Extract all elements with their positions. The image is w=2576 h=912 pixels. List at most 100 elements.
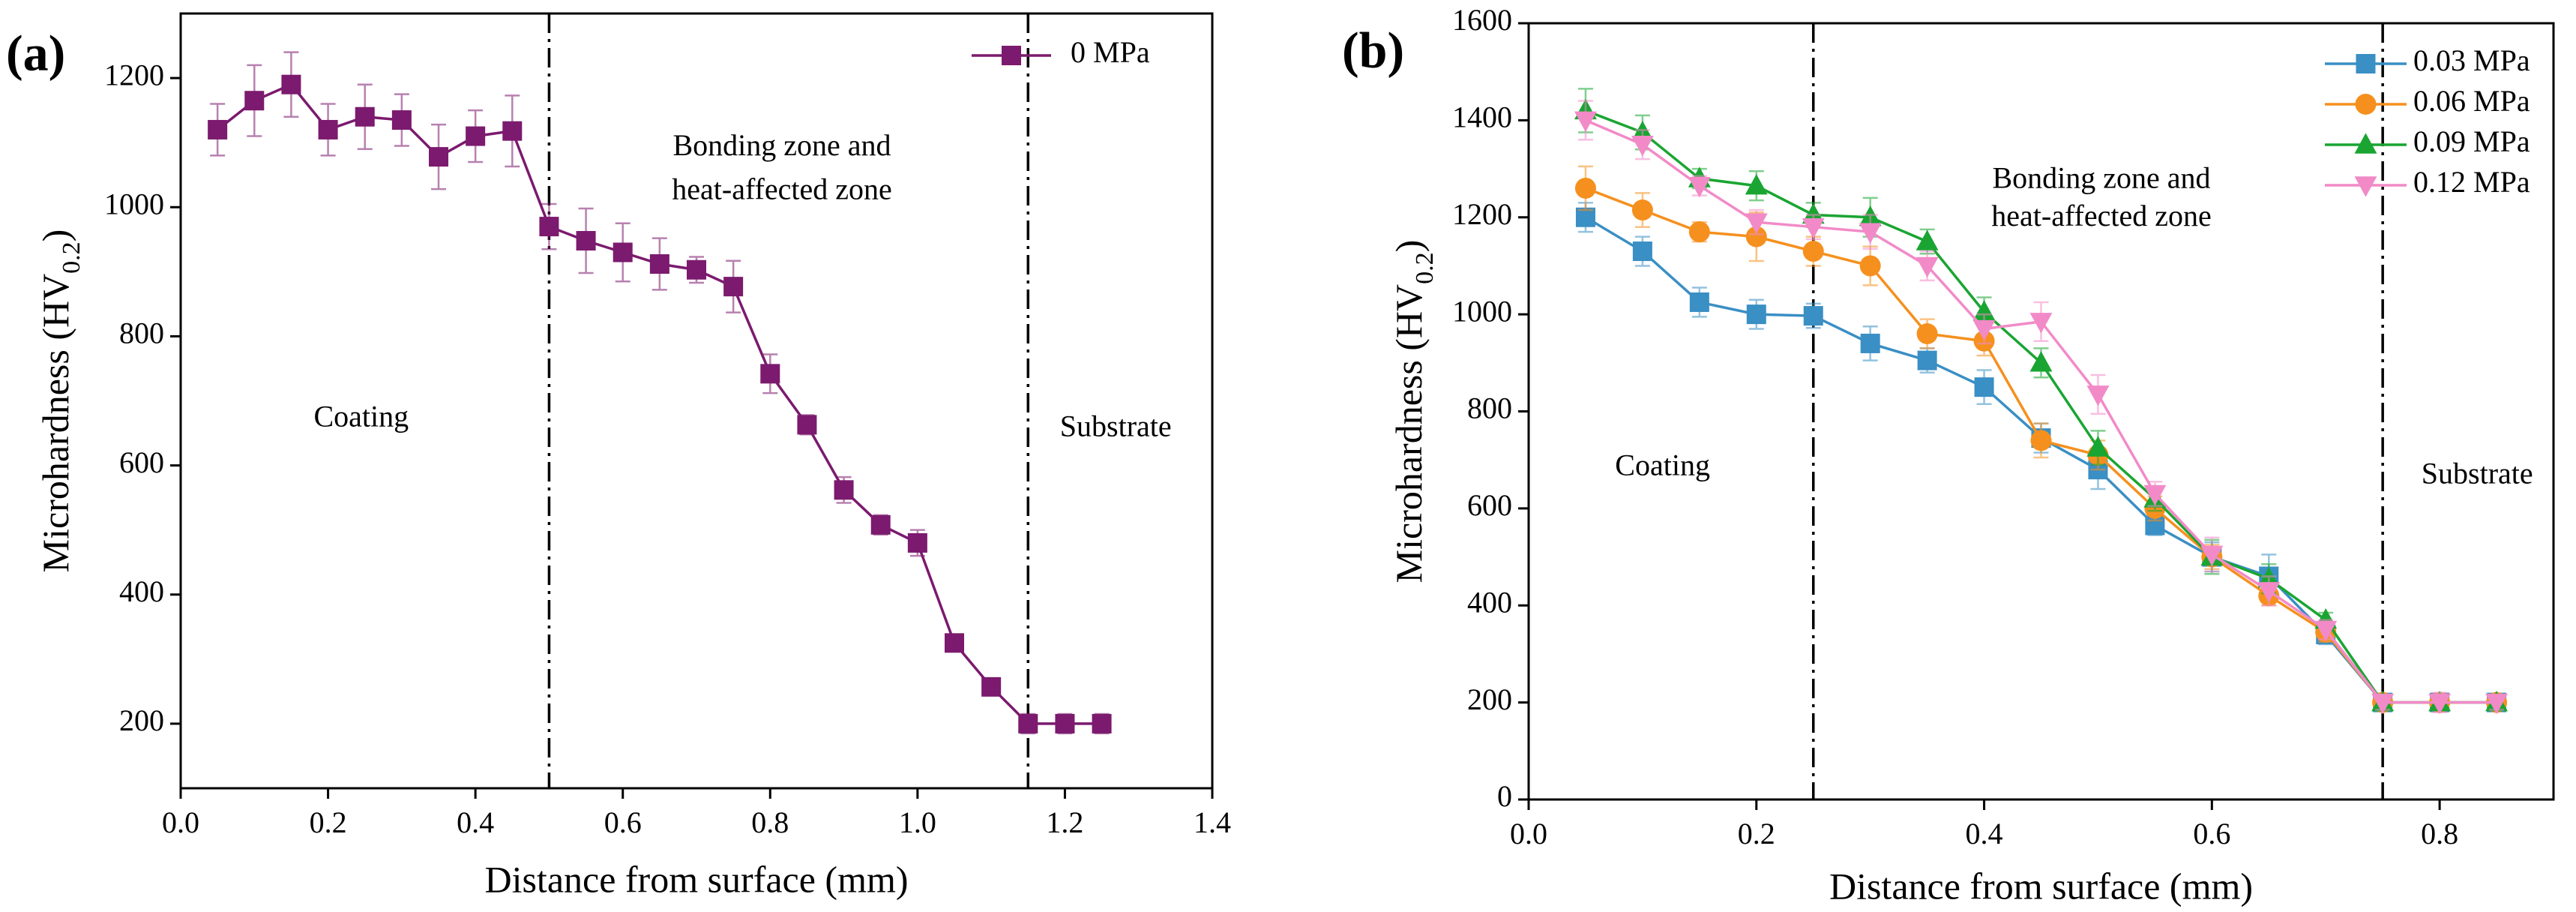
marker: [2030, 430, 2052, 452]
marker: [1055, 713, 1075, 734]
y-tick-label: 400: [1467, 585, 1512, 619]
marker: [429, 147, 448, 167]
marker: [797, 415, 817, 435]
marker: [1689, 292, 1709, 312]
marker: [1859, 223, 1882, 244]
legend-marker: [2354, 176, 2377, 197]
marker: [2086, 436, 2110, 457]
marker: [2086, 386, 2110, 406]
annotation: heat-affected zone: [672, 172, 892, 206]
marker: [1916, 256, 1939, 278]
y-tick-label: 200: [1467, 682, 1512, 716]
y-tick-label: 1000: [104, 187, 164, 220]
marker: [1974, 377, 1994, 398]
legend-label: 0 MPa: [1071, 35, 1150, 69]
y-axis-label: Microhardness (HV0.2): [34, 230, 85, 573]
marker: [576, 231, 596, 251]
y-tick-label: 1400: [1452, 100, 1512, 134]
y-tick-label: 800: [119, 316, 164, 350]
x-tick-label: 0.4: [1966, 817, 2003, 850]
marker: [2485, 693, 2509, 715]
annotation: Bonding zone and: [672, 128, 891, 162]
marker: [723, 277, 744, 297]
marker: [1916, 323, 1938, 344]
annotation: Bonding zone and: [1992, 160, 2210, 194]
y-tick-label: 1200: [104, 58, 164, 92]
x-tick-label: 1.0: [899, 806, 936, 839]
y-axis-label-part: 0.2: [1411, 252, 1439, 284]
y-axis-label-part: ): [1388, 240, 1430, 253]
y-tick-label: 0: [1497, 779, 1512, 813]
x-tick-label: 1.4: [1194, 806, 1231, 839]
y-tick-label: 1600: [1452, 3, 1512, 37]
y-axis-label: Microhardness (HV0.2): [1388, 240, 1439, 584]
x-tick-label: 0.2: [310, 806, 347, 839]
y-tick-label: 400: [119, 574, 164, 608]
marker: [1802, 218, 1825, 239]
x-tick-label: 0.0: [162, 806, 199, 839]
legend-marker: [2356, 54, 2376, 74]
marker: [318, 119, 338, 140]
marker: [539, 217, 559, 237]
y-axis-label-part: Microhardness (HV: [1388, 284, 1430, 584]
marker: [2428, 693, 2452, 715]
panel-label: (b): [1342, 22, 1404, 79]
marker: [1574, 111, 1597, 132]
marker: [1860, 333, 1880, 353]
marker: [1631, 200, 1653, 221]
marker: [945, 633, 964, 653]
marker: [834, 480, 854, 500]
plot-frame: [1527, 22, 2555, 801]
marker: [2029, 351, 2053, 372]
x-tick-label: 0.0: [1510, 817, 1547, 850]
y-axis-label-part: 0.2: [58, 242, 85, 274]
marker: [466, 126, 486, 146]
y-tick-label: 200: [119, 704, 164, 737]
x-tick-label: 0.2: [1738, 817, 1775, 850]
marker: [1631, 136, 1654, 157]
y-tick-label: 600: [1467, 488, 1512, 522]
marker: [1632, 242, 1652, 262]
marker: [208, 119, 228, 140]
x-tick-label: 0.8: [751, 806, 789, 839]
marker: [2029, 313, 2053, 334]
annotation: Substrate: [1060, 410, 1172, 443]
marker: [1018, 713, 1038, 734]
marker: [2200, 545, 2224, 566]
marker: [907, 532, 927, 553]
marker: [1972, 300, 1996, 321]
marker: [1802, 241, 1824, 262]
marker: [870, 514, 891, 535]
marker: [1746, 304, 1766, 325]
y-axis-label-part: Microhardness (HV: [34, 274, 76, 573]
y-axis-label-part: ): [34, 230, 76, 242]
annotation: heat-affected zone: [1991, 199, 2212, 232]
marker: [687, 260, 706, 280]
legend-label: 0.06 MPa: [2413, 84, 2530, 118]
annotation: Coating: [313, 400, 409, 434]
annotation: Coating: [1615, 448, 1710, 482]
marker: [1917, 350, 1937, 370]
marker: [760, 364, 780, 384]
marker: [391, 110, 412, 130]
y-tick-label: 600: [119, 446, 164, 479]
panel-label: (a): [6, 25, 65, 82]
marker: [1916, 230, 1939, 250]
marker: [2371, 693, 2395, 715]
marker: [1688, 221, 1710, 243]
legend-marker: [1002, 46, 1021, 65]
x-axis-label: Distance from surface (mm): [484, 858, 908, 900]
marker: [649, 254, 669, 274]
legend-label: 0.03 MPa: [2413, 44, 2530, 77]
x-axis-label: Distance from surface (mm): [1829, 865, 2253, 907]
x-tick-label: 1.2: [1046, 806, 1083, 839]
annotation: Substrate: [2422, 456, 2533, 490]
marker: [613, 242, 633, 262]
marker: [1092, 713, 1112, 734]
marker: [1859, 255, 1881, 277]
marker: [981, 676, 1002, 697]
marker: [1688, 177, 1711, 198]
x-tick-label: 0.6: [604, 806, 642, 839]
series-line: [1585, 216, 2497, 704]
